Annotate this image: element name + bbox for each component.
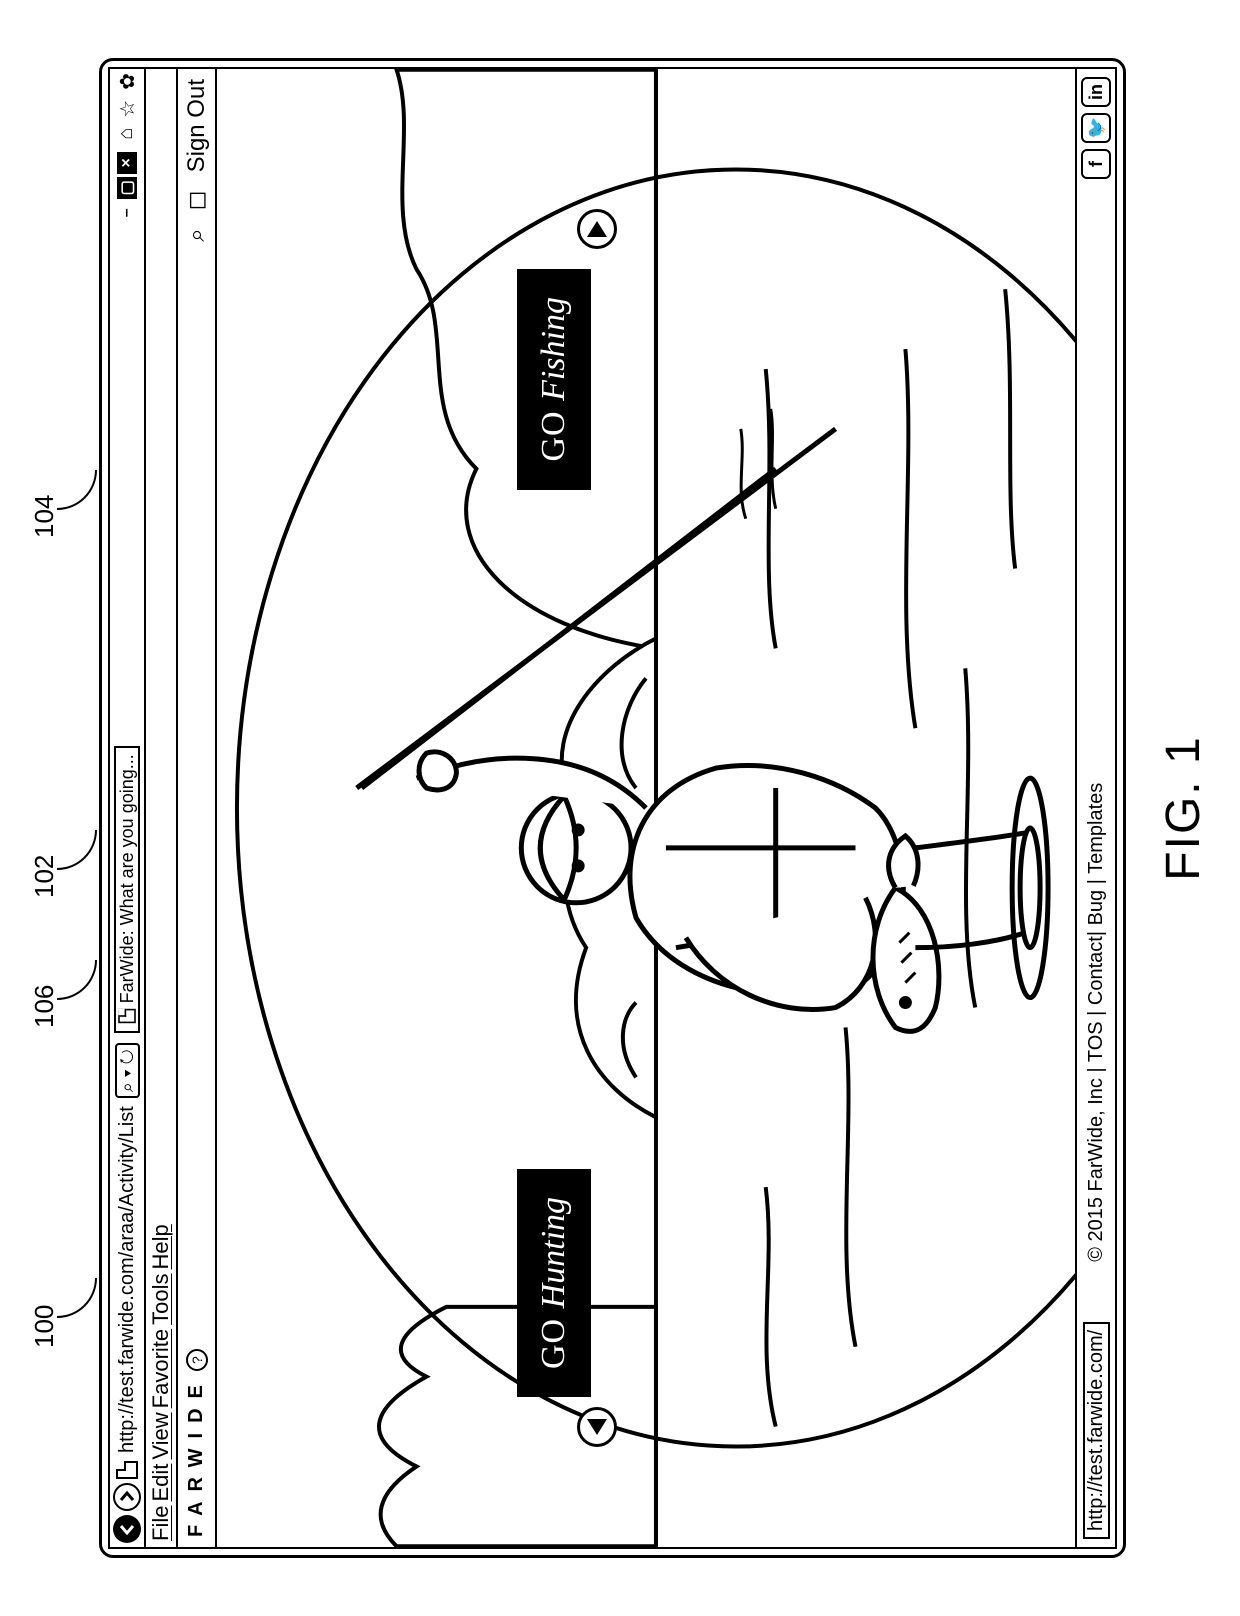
callout-102: 102 [29,855,60,898]
callout-104: 104 [29,495,60,538]
back-button[interactable] [113,1515,141,1543]
site-logo[interactable]: FARWIDE [185,1375,208,1537]
forward-button[interactable] [113,1483,141,1511]
facebook-icon[interactable]: f [1081,149,1111,179]
gear-icon[interactable]: ✿ [115,73,140,90]
search-icon[interactable]: ⌕ [183,228,211,241]
bookmark-icon[interactable]: ◻ [182,190,211,210]
carousel-next[interactable] [577,209,617,249]
menu-help[interactable]: Help [148,1224,174,1269]
cta-lead: GO [535,1308,572,1369]
go-fishing-button[interactable]: GO Fishing [517,269,591,490]
menu-view[interactable]: View [148,1412,174,1459]
figure-label: FIG. 1 [1156,58,1211,1558]
go-hunting-button[interactable]: GO Hunting [517,1169,591,1397]
footer-links[interactable]: © 2015 FarWide, Inc | TOS | Contact| Bug… [1085,783,1108,1262]
cta-lead: GO [535,401,572,462]
callout-row: 100 106 102 104 [29,58,99,1558]
hero-area: GO Hunting GO Fishing [217,69,1077,1547]
browser-menubar: File Edit View Favorite Tools Help [146,69,178,1547]
browser-window: http://test.farwide.com/araa/Activity/Li… [108,67,1117,1549]
menu-tools[interactable]: Tools [148,1273,174,1324]
search-refresh[interactable]: ⌕ ▾ ↻ [115,1043,140,1098]
chrome-mini-icons: ⌂ ☆ ✿ [115,73,140,140]
window-controls: – ▢ × [117,152,137,224]
close-button[interactable]: × [117,152,137,174]
home-icon[interactable]: ⌂ [115,128,140,140]
help-icon[interactable]: ? [186,1349,208,1371]
patent-frame: http://test.farwide.com/araa/Activity/Li… [99,58,1126,1558]
callout-100: 100 [29,1305,60,1348]
browser-tab[interactable]: FarWide: What are you going... [114,746,140,1033]
cta-activity: Hunting [535,1197,572,1308]
twitter-icon[interactable]: 🐦 [1081,113,1111,143]
carousel-prev[interactable] [577,1407,617,1447]
sign-out-link[interactable]: Sign Out [183,79,211,172]
linkedin-icon[interactable]: in [1081,77,1111,107]
browser-titlebar: http://test.farwide.com/araa/Activity/Li… [110,69,146,1547]
star-icon[interactable]: ☆ [115,100,140,118]
minimize-button[interactable]: – [117,202,137,224]
cta-activity: Fishing [535,297,572,401]
menu-favorite[interactable]: Favorite [148,1329,174,1408]
hero-illustration [217,69,1075,1547]
callout-106: 106 [29,985,60,1028]
status-url: http://test.farwide.com/ [1083,1322,1110,1539]
page-icon [116,1461,138,1479]
address-bar[interactable]: http://test.farwide.com/araa/Activity/Li… [116,1102,139,1457]
menu-edit[interactable]: Edit [148,1464,174,1502]
maximize-button[interactable]: ▢ [117,177,137,199]
menu-file[interactable]: File [148,1506,174,1541]
tab-title: FarWide: What are you going... [117,754,138,1003]
browser-statusbar: http://test.farwide.com/ © 2015 FarWide,… [1077,69,1115,1547]
social-icons: f 🐦 in [1081,77,1111,179]
site-header: FARWIDE ? ⌕ ◻ Sign Out [178,69,217,1547]
